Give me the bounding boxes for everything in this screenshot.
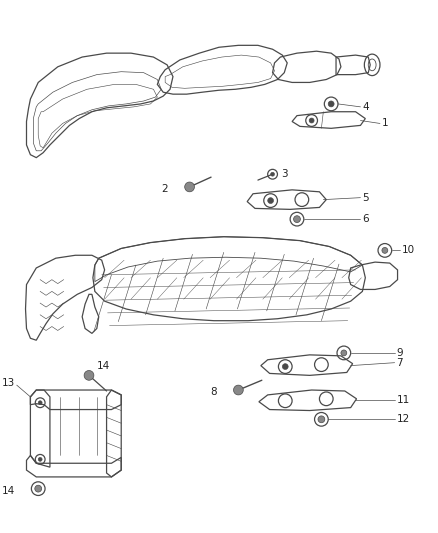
Text: 11: 11 — [396, 395, 410, 405]
Text: 13: 13 — [1, 378, 15, 388]
Circle shape — [268, 198, 274, 204]
Text: 14: 14 — [1, 486, 15, 496]
Text: 1: 1 — [382, 118, 389, 128]
Circle shape — [341, 350, 347, 356]
Circle shape — [84, 370, 94, 380]
Circle shape — [382, 247, 388, 253]
Text: 6: 6 — [362, 214, 369, 224]
Text: 4: 4 — [362, 102, 369, 112]
Circle shape — [271, 172, 275, 176]
Circle shape — [283, 364, 288, 369]
Circle shape — [318, 416, 325, 423]
Text: 7: 7 — [396, 358, 403, 368]
Text: 12: 12 — [396, 414, 410, 424]
Circle shape — [38, 457, 42, 461]
Circle shape — [328, 101, 334, 107]
Circle shape — [293, 216, 300, 223]
Circle shape — [309, 118, 314, 123]
Circle shape — [185, 182, 194, 192]
Text: 5: 5 — [362, 192, 369, 203]
Text: 8: 8 — [210, 387, 217, 397]
Text: 14: 14 — [97, 361, 110, 370]
Text: 2: 2 — [162, 184, 168, 194]
Circle shape — [233, 385, 243, 395]
Text: 10: 10 — [402, 245, 415, 255]
Text: 9: 9 — [396, 348, 403, 358]
Text: 3: 3 — [281, 169, 288, 179]
Circle shape — [38, 401, 42, 405]
Circle shape — [35, 485, 42, 492]
